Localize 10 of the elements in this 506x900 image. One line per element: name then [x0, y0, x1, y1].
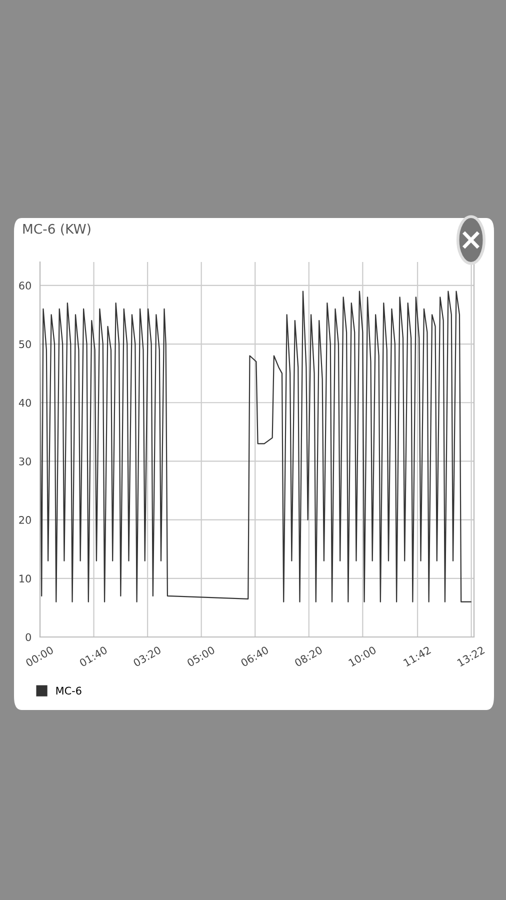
legend-label: MC-6 — [56, 686, 82, 695]
y-tick-label: 20 — [19, 516, 31, 524]
chart-title: MC-6 (KW) — [23, 224, 90, 236]
y-tick-label: 0 — [26, 633, 31, 642]
y-tick-label: 10 — [20, 574, 31, 583]
y-tick-label: 50 — [19, 340, 31, 348]
y-tick-label: 40 — [18, 398, 31, 407]
y-tick-label: 30 — [19, 457, 31, 466]
line-series — [40, 290, 472, 602]
y-tick-label: 60 — [19, 282, 31, 290]
